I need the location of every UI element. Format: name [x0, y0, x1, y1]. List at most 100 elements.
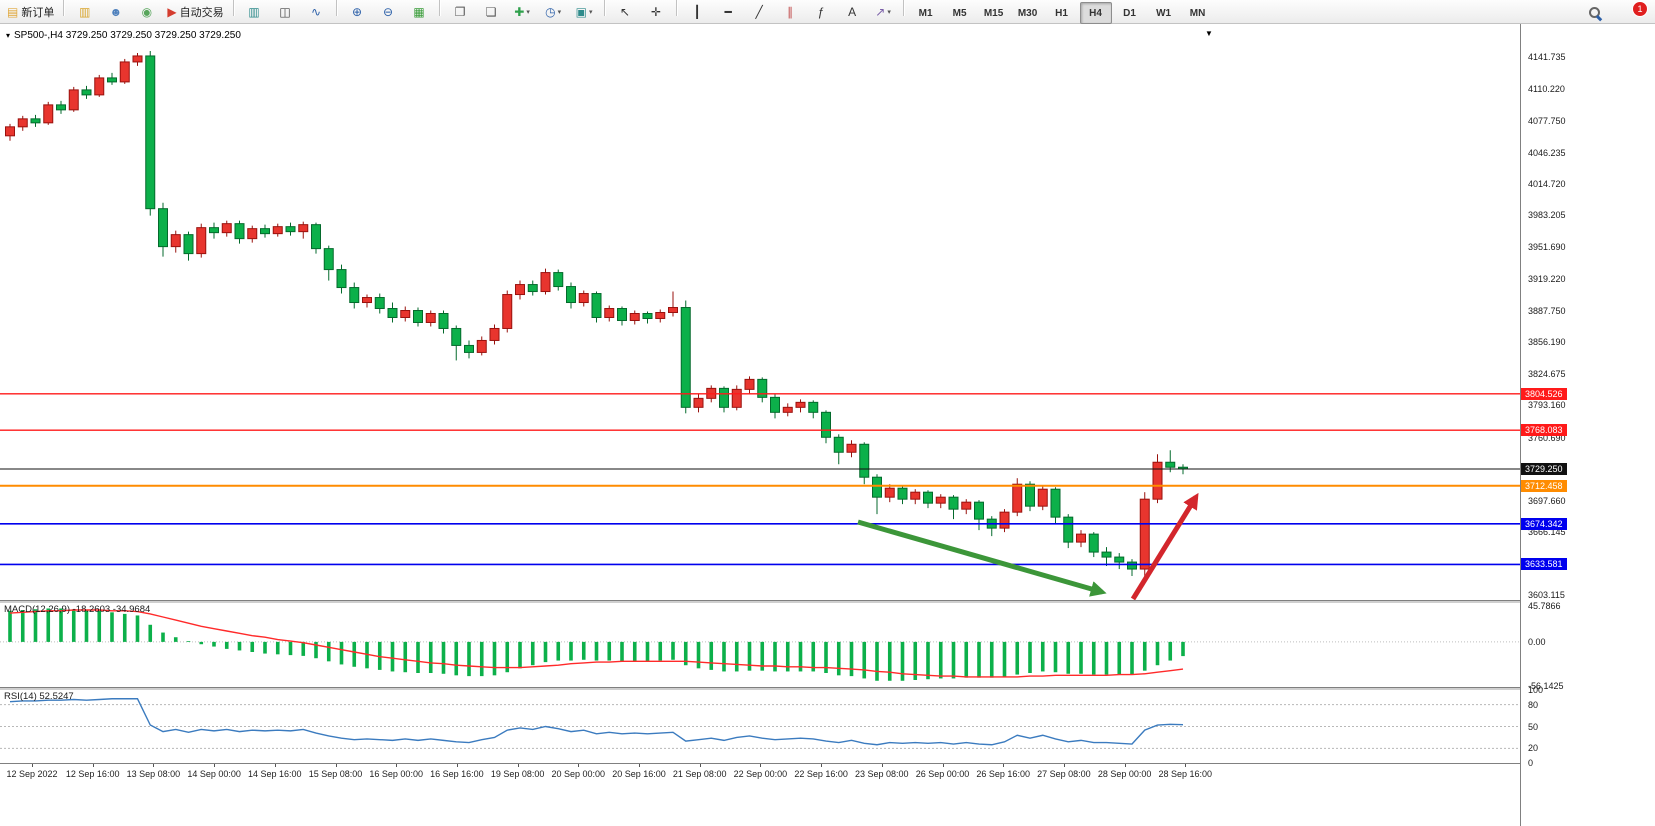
cursor-icon: ↖ [620, 4, 631, 19]
rsi-label: RSI(14) 52.5247 [4, 691, 74, 702]
notification-badge: 1 [1632, 0, 1648, 17]
arrange-windows-button[interactable]: ❐ [446, 1, 475, 23]
tf-h1-button[interactable]: H1 [1046, 2, 1078, 24]
toolbar-separator [675, 0, 678, 16]
horizontal-line-button[interactable]: ━ [714, 1, 743, 23]
dropdown-arrow-icon: ▾ [588, 8, 593, 16]
axis-tick-label: 3887.750 [1528, 305, 1566, 316]
chart-header: ▾ SP500-,H4 3729.250 3729.250 3729.250 3… [6, 30, 241, 41]
trendline-button[interactable]: ╱ [745, 1, 774, 23]
grid-icon: ▦ [413, 4, 425, 19]
trend-arrow-down[interactable] [857, 519, 1107, 597]
price-line-label: 3633.581 [1521, 558, 1567, 571]
tf-m15-button[interactable]: M15 [978, 2, 1010, 24]
chart-shift-marker[interactable]: ▼ [1205, 29, 1213, 38]
rsi-line [9, 698, 1184, 746]
profile-button[interactable]: ☻ [101, 1, 130, 23]
horizontal-line-icon: ━ [724, 4, 732, 19]
add-indicator-button[interactable]: ✚ ▾ [508, 1, 537, 23]
price-scale[interactable]: 4141.735 4110.220 4077.750 4046.235 4014.720… [1520, 24, 1655, 826]
rsi-panel-canvas[interactable] [0, 690, 1520, 763]
zoom-out-button[interactable]: ⊖ [374, 1, 403, 23]
fibonacci-icon: ƒ [817, 4, 825, 19]
search-button[interactable] [1580, 1, 1609, 23]
fibonacci-button[interactable]: ƒ [807, 1, 836, 23]
vertical-line-button[interactable]: ┃ [683, 1, 712, 23]
new-order-icon: ▤ [7, 4, 19, 19]
gold-chart-icon: ▥ [79, 4, 91, 19]
time-axis[interactable]: 12 Sep 2022 12 Sep 16:00 13 Sep 08:00 14 Se… [0, 763, 1520, 785]
channel-button[interactable]: ∥ [776, 1, 805, 23]
text-tool-button[interactable]: A [838, 1, 867, 23]
tf-mn-button[interactable]: MN [1182, 2, 1214, 24]
axis-tick-label: 3951.690 [1528, 241, 1566, 252]
search-icon [1587, 5, 1602, 20]
time-axis-label: 16 Sep 00:00 [369, 769, 423, 779]
notifications-button[interactable]: 1 [1619, 0, 1648, 23]
bar-chart-mode-button[interactable]: ▥ [240, 1, 269, 23]
dropdown-arrow-icon: ▾ [887, 8, 891, 16]
tf-w1-button[interactable]: W1 [1148, 2, 1180, 24]
time-axis-label: 13 Sep 08:00 [126, 769, 181, 779]
time-axis-tick [942, 764, 944, 767]
trend-arrow-up[interactable] [1130, 492, 1199, 600]
time-axis-label: 14 Sep 16:00 [248, 769, 302, 779]
tf-m15-button-label: M15 [983, 7, 1004, 19]
tf-m5-button[interactable]: M5 [944, 2, 976, 24]
symbols-grid-button[interactable]: ▦ [405, 1, 434, 23]
crosshair-button[interactable]: ✛ [642, 1, 671, 23]
axis-tick-label: 3697.660 [1528, 495, 1566, 506]
chart-title: SP500-,H4 3729.250 3729.250 3729.250 372… [14, 30, 241, 41]
time-axis-tick [1185, 764, 1187, 767]
new-order-button[interactable]: ▤ 新订单 [3, 1, 58, 23]
axis-tick-label: 3824.675 [1528, 368, 1566, 379]
time-axis-label: 22 Sep 16:00 [794, 769, 848, 779]
cascade-windows-button[interactable]: ❏ [477, 1, 506, 23]
tf-d1-button-label: D1 [1123, 7, 1136, 19]
time-axis-tick [1063, 764, 1065, 767]
auto-trading-button-label: 自动交易 [179, 6, 224, 19]
template-button[interactable]: ▣ ▾ [570, 1, 599, 23]
tf-h4-button[interactable]: H4 [1079, 2, 1112, 25]
time-axis-tick [274, 764, 276, 767]
channel-icon: ∥ [787, 4, 794, 19]
axis-tick-label: 3793.160 [1528, 400, 1566, 411]
profile-icon: ☻ [109, 4, 123, 19]
price-line-label: 3712.458 [1521, 479, 1567, 492]
candlestick-series [5, 50, 1188, 578]
tf-m30-button[interactable]: M30 [1012, 2, 1044, 24]
green-circle-icon: ◉ [141, 4, 153, 19]
cursor-button[interactable]: ↖ [611, 1, 640, 23]
time-axis-label: 23 Sep 08:00 [855, 769, 909, 779]
notification-area: 1 [1626, 0, 1648, 20]
history-center-button[interactable]: ◉ [132, 1, 161, 23]
time-axis-label: 16 Sep 16:00 [430, 769, 484, 779]
tf-d1-button[interactable]: D1 [1114, 2, 1146, 24]
main-chart-canvas[interactable] [0, 28, 1520, 600]
axis-tick-label: 4077.750 [1528, 116, 1566, 127]
axis-tick-label: 4141.735 [1528, 52, 1566, 63]
market-watch-button[interactable]: ▥ [70, 1, 99, 23]
trendline-icon: ╱ [755, 4, 763, 19]
macd-panel-canvas[interactable] [0, 603, 1520, 687]
period-menu-button[interactable]: ◷ ▾ [539, 1, 568, 23]
tf-m1-button-label: M1 [918, 7, 933, 19]
time-axis-tick [1003, 764, 1005, 767]
toolbar-separator [603, 0, 606, 16]
tf-m1-button[interactable]: M1 [910, 2, 942, 24]
axis-tick-label: 3856.190 [1528, 337, 1566, 348]
zoom-in-button[interactable]: ⊕ [343, 1, 372, 23]
zoom-in-icon: ⊕ [352, 4, 363, 19]
crosshair-icon: ✛ [651, 4, 662, 19]
auto-trading-button[interactable]: ▶ 自动交易 [163, 1, 227, 23]
time-axis-label: 15 Sep 08:00 [308, 769, 363, 779]
one-click-trading-toggle[interactable]: ▾ [6, 31, 11, 40]
line-chart-mode-button[interactable]: ∿ [302, 1, 331, 23]
axis-tick-label: 3603.115 [1528, 589, 1565, 600]
shapes-button[interactable]: ↗ ▾ [869, 1, 898, 23]
time-axis-tick [32, 764, 33, 767]
macd-signal-line [9, 609, 1184, 678]
bar-chart-icon: ▥ [248, 4, 260, 19]
candle-chart-mode-button[interactable]: ◫ [271, 1, 300, 23]
shapes-icon: ↗ [875, 4, 886, 19]
